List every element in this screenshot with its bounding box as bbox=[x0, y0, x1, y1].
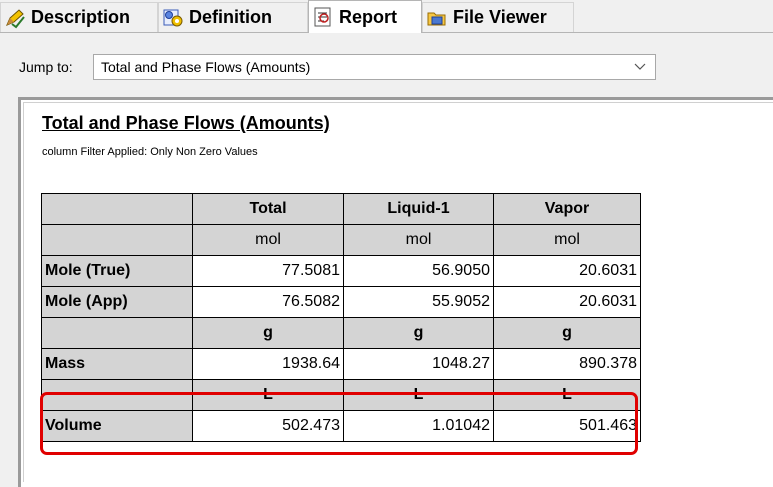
pencil-check-icon bbox=[6, 8, 25, 28]
value-cell: 890.378 bbox=[493, 348, 641, 380]
value-cell: 76.5082 bbox=[192, 286, 344, 318]
tab-description[interactable]: Description bbox=[0, 2, 158, 32]
table-row: Volume 502.473 1.01042 501.463 bbox=[41, 410, 641, 442]
value-cell: 77.5081 bbox=[192, 255, 344, 287]
unit-cell: L bbox=[343, 379, 494, 411]
row-label-mole-true: Mole (True) bbox=[41, 255, 193, 287]
tab-strip: Description Definition Report File Viewe… bbox=[0, 0, 773, 33]
gears-icon bbox=[163, 9, 183, 26]
value-cell: 502.473 bbox=[192, 410, 344, 442]
jump-to-dropdown[interactable]: Total and Phase Flows (Amounts) bbox=[93, 54, 656, 80]
value-cell: 56.9050 bbox=[343, 255, 494, 287]
table-row: mol mol mol bbox=[41, 224, 641, 256]
unit-cell: L bbox=[493, 379, 641, 411]
column-header-total: Total bbox=[192, 193, 344, 225]
jump-to-selected: Total and Phase Flows (Amounts) bbox=[101, 59, 311, 75]
tab-report-label: Report bbox=[339, 6, 397, 27]
tab-file-viewer[interactable]: File Viewer bbox=[422, 2, 574, 32]
row-label-volume: Volume bbox=[41, 410, 193, 442]
unit-cell: mol bbox=[343, 224, 494, 256]
report-title: Total and Phase Flows (Amounts) bbox=[42, 113, 330, 133]
unit-cell: L bbox=[192, 379, 344, 411]
chevron-down-icon[interactable] bbox=[633, 60, 647, 74]
table-row: Mole (App) 76.5082 55.9052 20.6031 bbox=[41, 286, 641, 318]
unit-row-blank-cell bbox=[41, 379, 193, 411]
report-icon bbox=[314, 7, 331, 27]
tab-file-viewer-label: File Viewer bbox=[453, 7, 547, 27]
folder-icon bbox=[427, 12, 446, 25]
unit-row-blank-cell bbox=[41, 317, 193, 349]
value-cell: 501.463 bbox=[493, 410, 641, 442]
header-blank-cell bbox=[41, 193, 193, 225]
table-row: g g g bbox=[41, 317, 641, 349]
unit-row-blank-cell bbox=[41, 224, 193, 256]
value-cell: 55.9052 bbox=[343, 286, 494, 318]
unit-cell: g bbox=[192, 317, 344, 349]
table-row: Mass 1938.64 1048.27 890.378 bbox=[41, 348, 641, 380]
row-label-mass: Mass bbox=[41, 348, 193, 380]
tab-report[interactable]: Report bbox=[308, 0, 422, 33]
unit-cell: g bbox=[493, 317, 641, 349]
value-cell: 1.01042 bbox=[343, 410, 494, 442]
flows-table: Total Liquid-1 Vapor mol mol mol Mole (T… bbox=[41, 193, 641, 442]
row-label-mole-app: Mole (App) bbox=[41, 286, 193, 318]
report-page bbox=[23, 102, 773, 482]
table-row: L L L bbox=[41, 379, 641, 411]
filter-note: column Filter Applied: Only Non Zero Val… bbox=[42, 146, 258, 158]
column-header-liquid-1: Liquid-1 bbox=[343, 193, 494, 225]
value-cell: 20.6031 bbox=[493, 286, 641, 318]
column-header-vapor: Vapor bbox=[493, 193, 641, 225]
unit-cell: mol bbox=[493, 224, 641, 256]
tab-description-label: Description bbox=[31, 7, 131, 27]
value-cell: 20.6031 bbox=[493, 255, 641, 287]
value-cell: 1938.64 bbox=[192, 348, 344, 380]
value-cell: 1048.27 bbox=[343, 348, 494, 380]
table-row: Total Liquid-1 Vapor bbox=[41, 193, 641, 225]
tab-definition[interactable]: Definition bbox=[158, 2, 308, 32]
tab-definition-label: Definition bbox=[189, 7, 272, 27]
unit-cell: g bbox=[343, 317, 494, 349]
table-row: Mole (True) 77.5081 56.9050 20.6031 bbox=[41, 255, 641, 287]
jump-to-label: Jump to: bbox=[19, 59, 73, 75]
unit-cell: mol bbox=[192, 224, 344, 256]
